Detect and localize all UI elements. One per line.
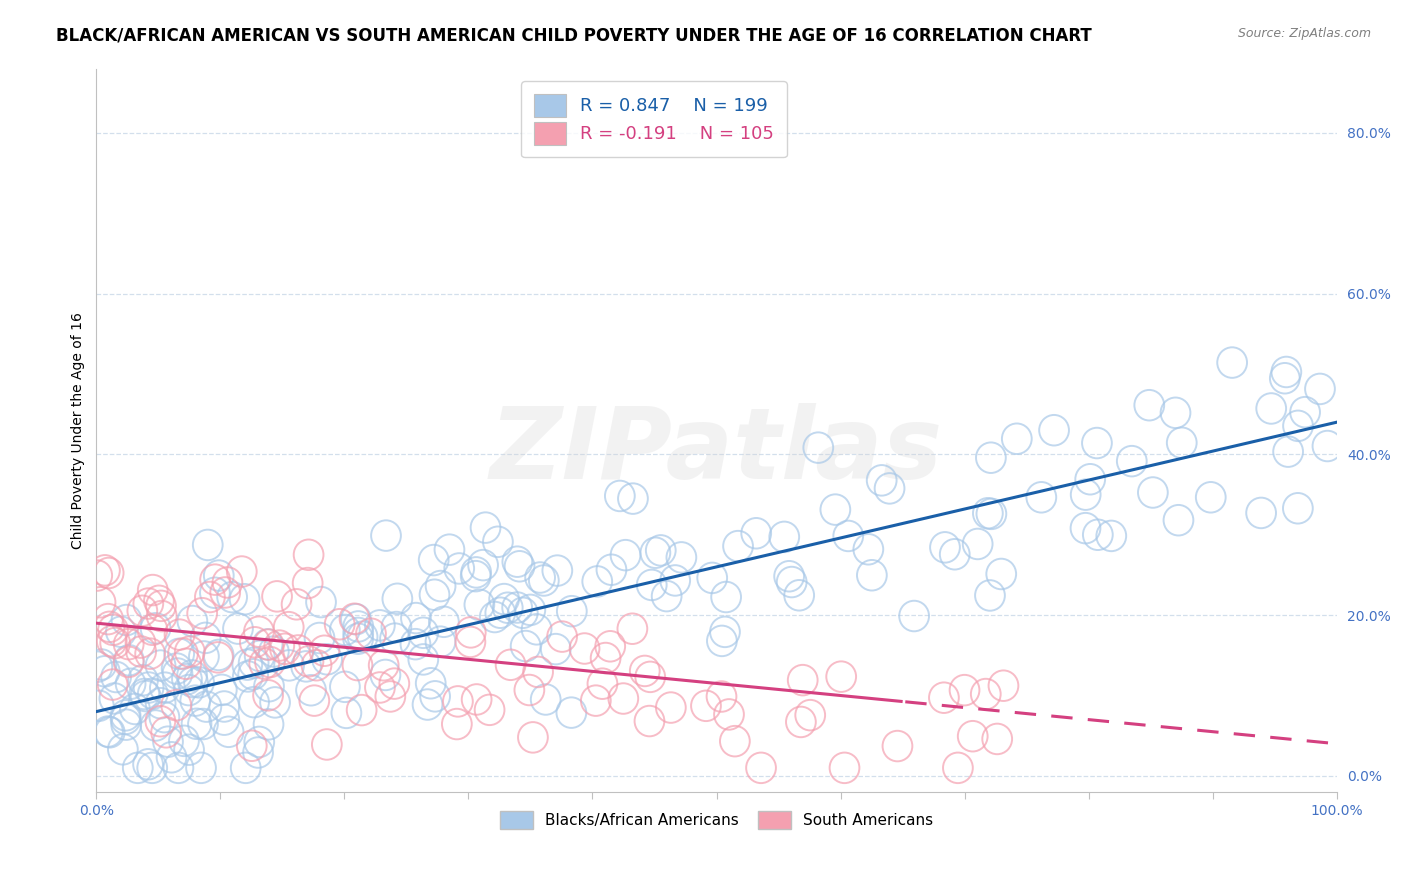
Text: BLACK/AFRICAN AMERICAN VS SOUTH AMERICAN CHILD POVERTY UNDER THE AGE OF 16 CORRE: BLACK/AFRICAN AMERICAN VS SOUTH AMERICAN…	[56, 27, 1092, 45]
Text: Source: ZipAtlas.com: Source: ZipAtlas.com	[1237, 27, 1371, 40]
Text: ZIPatlas: ZIPatlas	[489, 403, 943, 500]
Legend: Blacks/African Americans, South Americans: Blacks/African Americans, South American…	[494, 805, 939, 835]
Y-axis label: Child Poverty Under the Age of 16: Child Poverty Under the Age of 16	[72, 312, 86, 549]
